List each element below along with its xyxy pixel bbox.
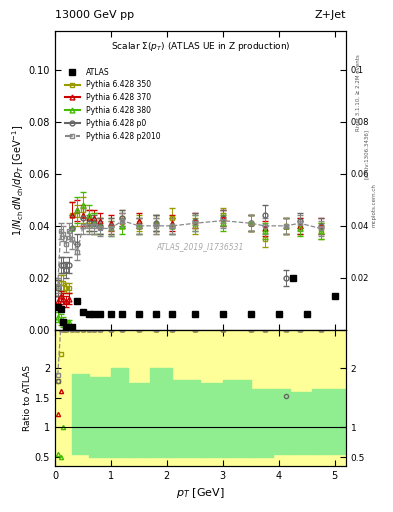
Text: Scalar $\Sigma(p_T)$ (ATLAS UE in Z production): Scalar $\Sigma(p_T)$ (ATLAS UE in Z prod… (111, 40, 290, 53)
ATLAS (97, 311, 102, 317)
ATLAS (61, 319, 66, 325)
ATLAS (75, 298, 80, 304)
ATLAS (81, 309, 85, 315)
ATLAS (55, 304, 60, 310)
ATLAS (276, 311, 281, 317)
Text: mcplots.cern.ch: mcplots.cern.ch (371, 183, 376, 227)
ATLAS (86, 311, 91, 317)
ATLAS (332, 293, 337, 299)
Text: ATLAS_2019_I1736531: ATLAS_2019_I1736531 (157, 242, 244, 251)
Bar (55, 330, 346, 466)
ATLAS (120, 311, 125, 317)
Y-axis label: $1/N_\mathrm{ch}\,dN_\mathrm{ch}/dp_T$ [GeV$^{-1}$]: $1/N_\mathrm{ch}\,dN_\mathrm{ch}/dp_T$ [… (10, 124, 26, 236)
Y-axis label: Ratio to ATLAS: Ratio to ATLAS (23, 365, 32, 431)
ATLAS (92, 311, 97, 317)
ATLAS (136, 311, 141, 317)
ATLAS (67, 326, 72, 332)
ATLAS (170, 311, 175, 317)
Line: ATLAS: ATLAS (55, 275, 338, 332)
Text: 13000 GeV pp: 13000 GeV pp (55, 10, 134, 20)
Legend: ATLAS, Pythia 6.428 350, Pythia 6.428 370, Pythia 6.428 380, Pythia 6.428 p0, Py: ATLAS, Pythia 6.428 350, Pythia 6.428 37… (62, 65, 164, 144)
ATLAS (64, 324, 68, 330)
ATLAS (153, 311, 158, 317)
Text: Rivet 3.1.10, ≥ 2.2M events: Rivet 3.1.10, ≥ 2.2M events (356, 54, 361, 131)
ATLAS (248, 311, 253, 317)
Text: Z+Jet: Z+Jet (314, 10, 346, 20)
ATLAS (304, 311, 309, 317)
ATLAS (70, 324, 74, 330)
ATLAS (220, 311, 225, 317)
Text: [arXiv:1306.3436]: [arXiv:1306.3436] (364, 129, 369, 179)
X-axis label: $p_T$ [GeV]: $p_T$ [GeV] (176, 486, 225, 500)
ATLAS (108, 311, 113, 317)
ATLAS (193, 311, 197, 317)
ATLAS (290, 275, 295, 281)
ATLAS (58, 306, 63, 312)
